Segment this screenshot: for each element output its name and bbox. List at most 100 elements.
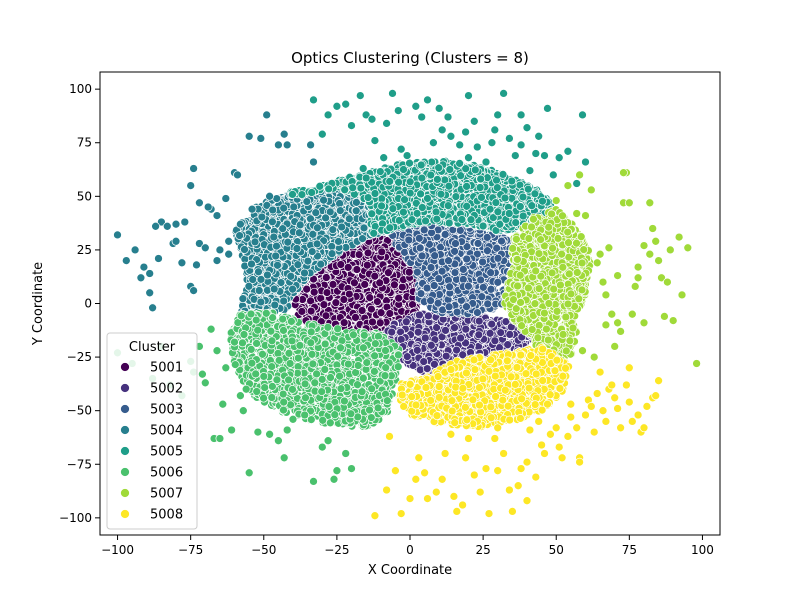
point-5004 xyxy=(321,213,330,223)
point-5001 xyxy=(336,260,346,269)
point-5004 xyxy=(162,221,172,231)
point-5004 xyxy=(303,256,313,266)
point-5001 xyxy=(365,293,375,303)
point-5004 xyxy=(319,195,328,205)
point-5003 xyxy=(476,275,486,285)
point-5004 xyxy=(292,244,302,253)
point-5004 xyxy=(358,234,367,243)
point-5004 xyxy=(335,199,344,208)
point-5004 xyxy=(351,206,361,216)
point-5001 xyxy=(306,306,316,316)
point-5003 xyxy=(462,302,471,312)
point-5004 xyxy=(316,259,326,269)
point-5004 xyxy=(212,256,222,265)
point-5003 xyxy=(458,275,468,284)
point-5002 xyxy=(396,335,406,344)
point-5002 xyxy=(419,357,429,366)
point-5003 xyxy=(437,266,447,276)
point-5002 xyxy=(387,327,397,337)
point-5004 xyxy=(313,223,322,233)
point-5003 xyxy=(429,281,439,290)
point-5003 xyxy=(458,265,468,274)
point-5004 xyxy=(235,231,244,240)
point-5004 xyxy=(269,232,279,242)
point-5002 xyxy=(412,345,422,355)
point-5002 xyxy=(426,340,436,350)
point-5004 xyxy=(268,205,278,215)
point-5003 xyxy=(478,257,487,267)
point-5004 xyxy=(262,110,272,120)
point-5004 xyxy=(337,222,347,232)
chart-title: Optics Clustering (Clusters = 8) xyxy=(291,49,529,67)
point-5001 xyxy=(328,280,338,289)
point-5002 xyxy=(441,351,451,361)
point-5003 xyxy=(483,246,492,256)
point-5004 xyxy=(306,140,315,150)
point-5004 xyxy=(145,288,155,298)
point-5001 xyxy=(368,317,377,327)
point-5001 xyxy=(375,318,385,328)
point-5003 xyxy=(452,307,462,317)
point-5003 xyxy=(426,263,436,272)
point-5004 xyxy=(256,134,266,143)
point-5004 xyxy=(254,267,263,277)
point-5003 xyxy=(416,289,426,298)
point-5003 xyxy=(477,292,487,302)
point-5003 xyxy=(412,267,422,277)
point-5001 xyxy=(350,278,359,288)
point-5001 xyxy=(404,267,414,277)
point-5002 xyxy=(503,340,513,350)
point-5004 xyxy=(312,239,322,249)
point-5003 xyxy=(434,274,444,284)
point-5003 xyxy=(493,277,503,287)
point-5003 xyxy=(426,296,435,306)
point-5003 xyxy=(451,239,460,248)
point-5004 xyxy=(186,181,196,190)
point-5002 xyxy=(485,328,495,338)
point-5001 xyxy=(375,278,385,288)
point-5004 xyxy=(327,242,337,251)
point-5001 xyxy=(302,284,312,294)
point-5004 xyxy=(283,237,293,247)
point-5003 xyxy=(483,299,493,309)
point-5002 xyxy=(474,330,484,340)
point-5001 xyxy=(377,247,387,257)
point-5003 xyxy=(419,225,429,235)
point-5002 xyxy=(402,352,412,361)
point-5004 xyxy=(307,247,317,256)
point-5004 xyxy=(282,140,292,150)
point-5003 xyxy=(462,254,472,264)
point-5002 xyxy=(450,323,459,333)
point-5004 xyxy=(286,271,296,281)
point-5001 xyxy=(385,309,395,318)
point-5001 xyxy=(384,268,393,278)
point-5001 xyxy=(394,293,404,303)
point-5001 xyxy=(339,318,349,328)
point-5001 xyxy=(297,307,307,316)
point-5004 xyxy=(274,140,283,150)
point-5002 xyxy=(474,316,484,326)
point-5004 xyxy=(273,260,282,270)
point-5004 xyxy=(270,300,280,310)
point-5001 xyxy=(319,300,329,310)
point-5004 xyxy=(121,256,131,265)
point-5002 xyxy=(487,319,497,329)
point-5004 xyxy=(224,236,234,246)
point-5004 xyxy=(247,259,256,269)
point-5004 xyxy=(278,224,288,234)
point-5004 xyxy=(359,223,369,233)
point-5001 xyxy=(321,273,331,282)
point-5004 xyxy=(295,220,305,230)
point-5004 xyxy=(279,296,289,306)
point-5004 xyxy=(302,197,312,206)
point-5004 xyxy=(189,164,198,173)
point-5004 xyxy=(177,258,187,268)
point-5003 xyxy=(493,253,503,263)
point-5003 xyxy=(478,282,488,292)
point-5004 xyxy=(200,243,210,253)
point-5003 xyxy=(473,308,482,317)
point-5001 xyxy=(331,298,341,308)
data-points xyxy=(113,89,701,521)
